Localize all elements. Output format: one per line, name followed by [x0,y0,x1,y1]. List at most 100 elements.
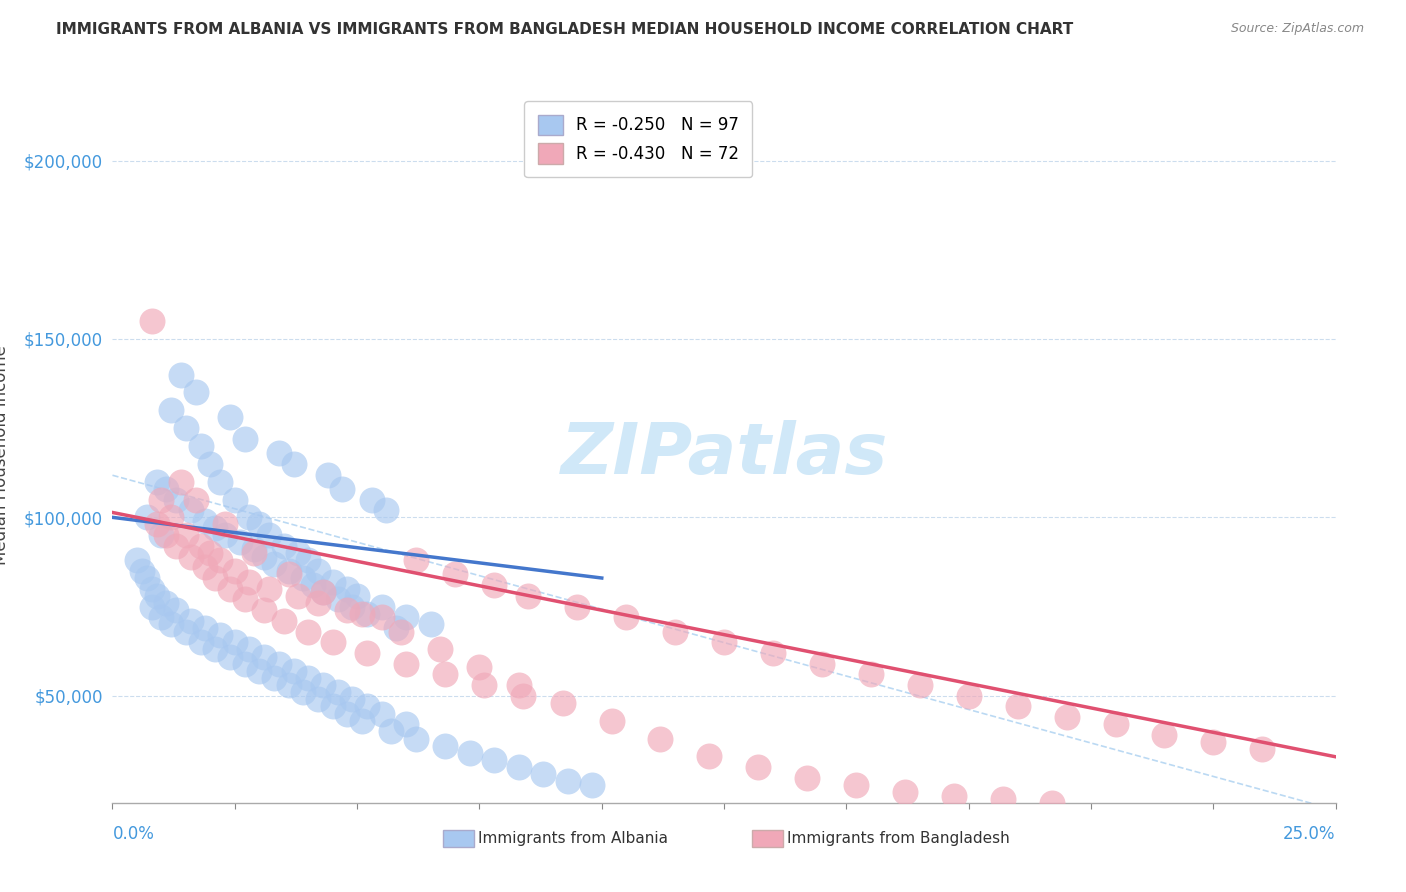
Point [200,546,222,560]
Point [342,692,364,706]
Text: IMMIGRANTS FROM ALBANIA VS IMMIGRANTS FROM BANGLADESH MEDIAN HOUSEHOLD INCOME CO: IMMIGRANTS FROM ALBANIA VS IMMIGRANTS FR… [56,22,1074,37]
Point [135,571,157,585]
Point [174,624,197,639]
Point [253,649,276,664]
Point [180,549,202,564]
Point [292,685,315,699]
Point [233,592,256,607]
Point [277,678,299,692]
Point [170,368,193,382]
Point [508,678,530,692]
Point [370,599,392,614]
Point [1007,699,1029,714]
Point [307,596,329,610]
Y-axis label: Median Household Income: Median Household Income [0,345,10,565]
Point [170,475,193,489]
Point [125,553,148,567]
Point [517,589,540,603]
Point [145,589,167,603]
Point [1056,710,1078,724]
Point [796,771,818,785]
Point [283,457,305,471]
Text: Source: ZipAtlas.com: Source: ZipAtlas.com [1230,22,1364,36]
Point [747,760,769,774]
Text: Immigrants from Albania: Immigrants from Albania [478,831,668,846]
Point [277,567,299,582]
Point [350,607,373,621]
Point [307,564,329,578]
Point [297,671,319,685]
Point [370,706,392,721]
Point [419,617,441,632]
Point [370,610,392,624]
Point [322,574,344,589]
Point [991,792,1014,806]
Point [190,539,212,553]
Point [444,567,467,582]
Point [194,621,217,635]
Point [257,528,280,542]
Point [1202,735,1225,749]
Legend: R = -0.250   N = 97, R = -0.430   N = 72: R = -0.250 N = 97, R = -0.430 N = 72 [524,102,752,178]
Point [312,678,335,692]
Point [165,603,187,617]
Point [360,492,382,507]
Point [434,667,457,681]
Point [204,571,226,585]
Text: Immigrants from Bangladesh: Immigrants from Bangladesh [787,831,1010,846]
Point [194,514,217,528]
Point [557,774,579,789]
Point [263,557,285,571]
Point [200,457,222,471]
Point [350,714,373,728]
Point [219,582,242,596]
Point [190,439,212,453]
Point [302,578,325,592]
Point [214,528,236,542]
Point [699,749,721,764]
Point [209,475,232,489]
Point [141,314,163,328]
Point [600,714,623,728]
Point [356,646,378,660]
Point [762,646,785,660]
Point [165,539,187,553]
Point [943,789,966,803]
Point [194,560,217,574]
Point [336,706,359,721]
Point [316,467,339,482]
Point [1153,728,1175,742]
Point [429,642,451,657]
Point [482,753,505,767]
Point [267,657,290,671]
Point [257,582,280,596]
Point [614,610,637,624]
Point [135,510,157,524]
Point [346,589,368,603]
Text: 25.0%: 25.0% [1284,825,1336,843]
Point [472,678,495,692]
Point [204,642,226,657]
Point [292,571,315,585]
Point [811,657,834,671]
Point [312,585,335,599]
Point [224,492,246,507]
Point [1104,717,1126,731]
Point [150,528,173,542]
Point [165,492,187,507]
Point [184,385,207,400]
Point [482,578,505,592]
Point [141,582,163,596]
Point [336,582,359,596]
Point [322,635,344,649]
Point [551,696,574,710]
Point [326,685,349,699]
Point [468,660,491,674]
Point [713,635,735,649]
Point [238,510,260,524]
Point [145,475,167,489]
Point [859,667,882,681]
Point [224,635,246,649]
Point [297,553,319,567]
Point [243,542,266,557]
